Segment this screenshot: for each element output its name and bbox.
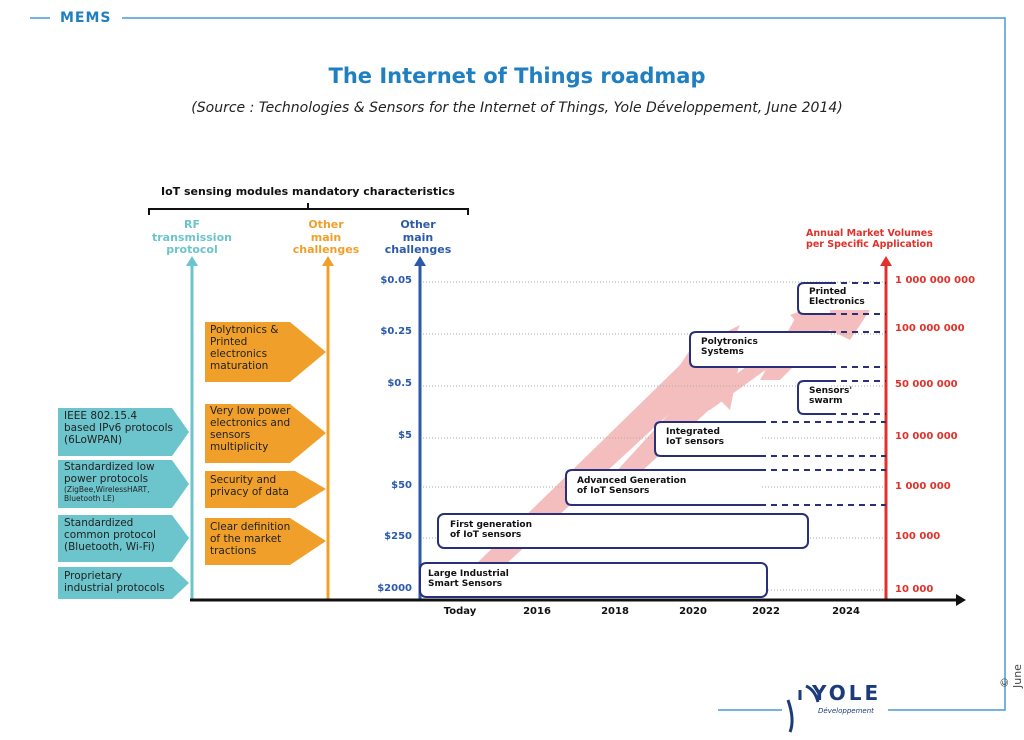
year-label: 2024 [832, 606, 860, 617]
bracket [148, 203, 469, 215]
section-label: MEMS [60, 10, 112, 26]
price-label: $50 [391, 480, 412, 491]
yole-logo-mark [786, 684, 820, 733]
volume-label: 10 000 000 [895, 431, 958, 442]
price-label: $2000 [377, 583, 412, 594]
bracket-label: IoT sensing modules mandatory characteri… [161, 185, 455, 198]
rf-protocol-common: Standardized common protocol (Bluetooth,… [64, 517, 156, 554]
challenge-security: Security and privacy of data [210, 474, 289, 499]
year-label: Today [443, 606, 477, 617]
gen-printed-electronics: Printed Electronics [809, 287, 865, 308]
blue-column-header: Other main challenges [384, 218, 452, 257]
frame-lines [30, 17, 1006, 711]
challenge-low-power: Very low power electronics and sensors m… [210, 405, 291, 454]
year-label: 2020 [679, 606, 707, 617]
volume-label: 100 000 000 [895, 323, 965, 334]
rf-column-header: RF transmission protocol [152, 218, 232, 257]
yole-logo-subtext: Développement [818, 707, 874, 715]
gen-integrated: Integrated IoT sensors [666, 427, 725, 448]
gen-large-industrial: Large Industrial Smart Sensors [428, 569, 509, 590]
rf-protocol-6lowpan: IEEE 802.15.4 based IPv6 protocols (6LoW… [64, 410, 173, 447]
gen-first-generation: First generation of IoT sensors [450, 520, 533, 541]
rf-protocol-shapes [58, 408, 189, 599]
volume-label: 10 000 [895, 584, 934, 595]
challenge-market: Clear definition of the market tractions [210, 521, 291, 558]
year-label: 2018 [601, 606, 629, 617]
price-label: $0.25 [380, 326, 412, 337]
price-label: $0.05 [380, 275, 412, 286]
rf-protocol-low-power-examples: (ZigBee,WirelessHART, Bluetooth LE) [64, 485, 150, 503]
year-label: 2022 [752, 606, 780, 617]
gen-sensors-swarm: Sensors' swarm [809, 386, 853, 407]
axis-arrows [186, 256, 892, 600]
page-subtitle: (Source : Technologies & Sensors for the… [191, 100, 843, 116]
yole-logo-text: YOLE [812, 681, 882, 705]
volume-label: 1 000 000 000 [895, 275, 976, 286]
rf-protocol-proprietary: Proprietary industrial protocols [64, 570, 165, 595]
copyright-text: © June 2014 [998, 660, 1024, 688]
dashed-extensions [760, 282, 886, 506]
red-column-header: Annual Market Volumes per Specific Appli… [806, 228, 933, 250]
volume-label: 50 000 000 [895, 379, 958, 390]
price-label: $250 [384, 531, 412, 542]
year-label: 2016 [523, 606, 551, 617]
volume-label: 1 000 000 [895, 481, 951, 492]
orange-column-header: Other main challenges [292, 218, 360, 257]
challenge-shapes [205, 322, 326, 565]
price-label: $0.5 [387, 378, 412, 389]
gen-advanced: Advanced Generation of IoT Sensors [577, 476, 687, 497]
page-title: The Internet of Things roadmap [328, 64, 706, 88]
gen-polytronics: Polytronics Systems [701, 337, 758, 358]
challenge-polytronics: Polytronics & Printed electronics matura… [210, 324, 279, 373]
price-label: $5 [398, 430, 412, 441]
rf-protocol-low-power: Standardized low power protocols [64, 461, 155, 486]
generation-boxes [419, 282, 830, 598]
volume-label: 100 000 [895, 531, 941, 542]
